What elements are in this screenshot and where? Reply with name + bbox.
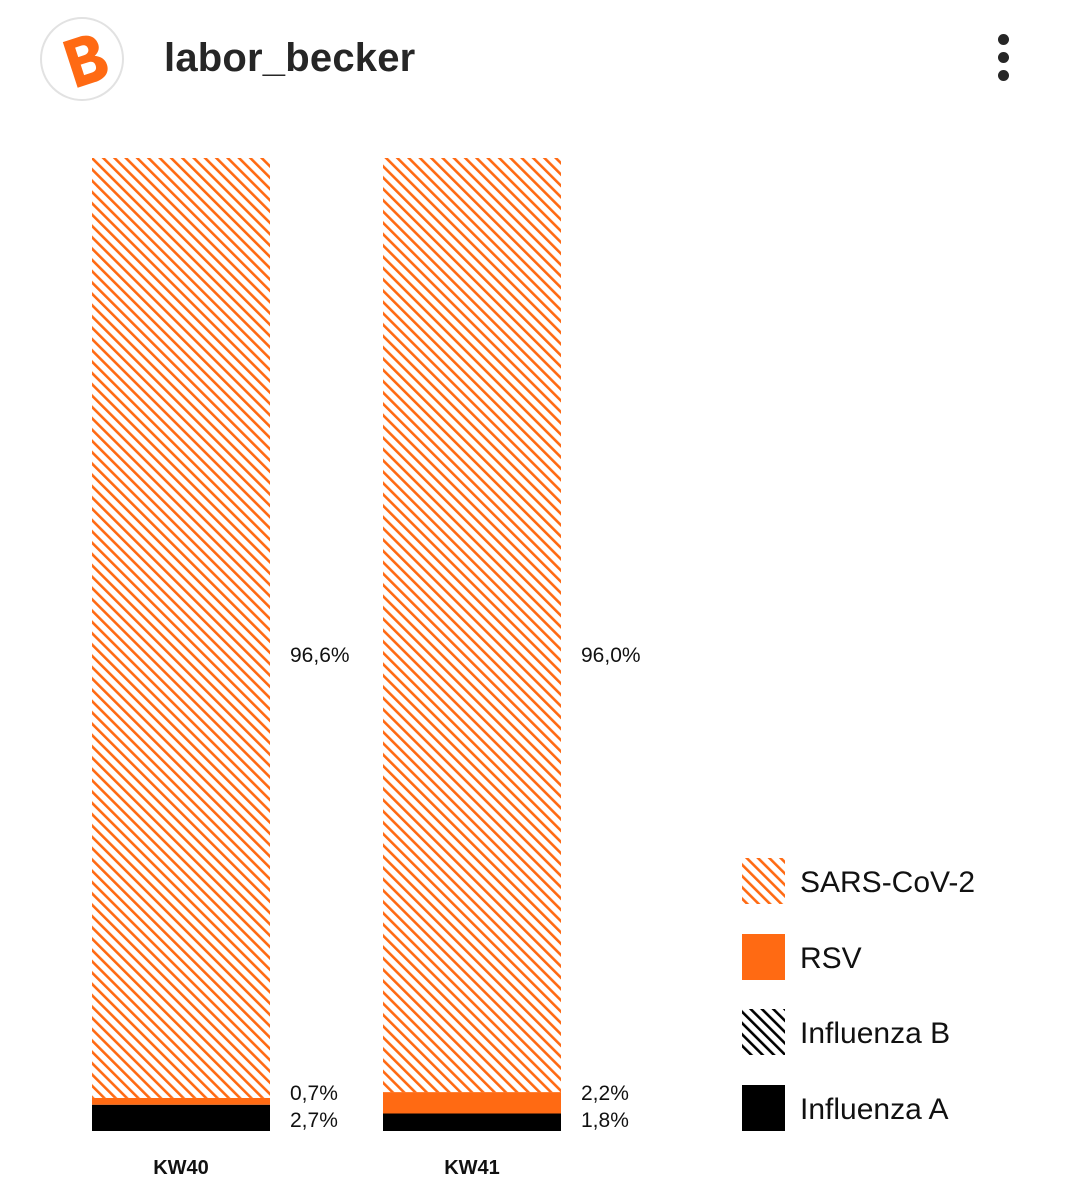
legend-label-influenza-a: Influenza A: [800, 1093, 948, 1126]
category-labels-group: KW40 KW41: [153, 1157, 500, 1179]
bar-rsv-kw41: [383, 1092, 561, 1114]
data-label-influenza-a-kw41: 1,8%: [581, 1109, 629, 1132]
legend-swatch-influenza-b: [742, 1009, 785, 1055]
more-options-button[interactable]: [984, 30, 1024, 86]
legend-label-rsv: RSV: [800, 942, 862, 975]
more-dot: [998, 52, 1009, 63]
legend-label-sars-cov-2: SARS-CoV-2: [800, 866, 975, 899]
legend-swatch-influenza-a: [742, 1085, 785, 1131]
legend: SARS-CoV-2 RSV Influenza B Influenza A: [742, 858, 975, 1131]
more-vertical-icon: [998, 34, 1009, 45]
data-label-sars-cov-2-kw41: 96,0%: [581, 644, 641, 667]
bar-rsv-kw40: [92, 1097, 270, 1105]
data-label-rsv-kw41: 2,2%: [581, 1082, 629, 1105]
bar-sars-cov-2-kw40: [92, 158, 270, 1098]
category-label-kw40: KW40: [153, 1157, 209, 1179]
data-label-sars-cov-2-kw40: 96,6%: [290, 644, 350, 667]
legend-label-influenza-b: Influenza B: [800, 1017, 950, 1050]
letter-b-logo-icon: [62, 35, 108, 88]
data-label-rsv-kw40: 0,7%: [290, 1082, 338, 1105]
legend-swatch-sars-cov-2: [742, 858, 785, 904]
bar-influenza-a-kw40: [92, 1104, 270, 1131]
legend-swatch-rsv: [742, 934, 785, 980]
post-header: labor_becker: [0, 0, 1068, 120]
bar-sars-cov-2-kw41: [383, 158, 561, 1093]
bar-influenza-a-kw41: [383, 1113, 561, 1131]
category-label-kw41: KW41: [444, 1157, 500, 1179]
more-dot: [998, 70, 1009, 81]
bars-group: [92, 158, 561, 1131]
avatar[interactable]: [40, 17, 124, 101]
data-labels-group: 2,7% 0,7% 96,6% 1,8% 2,2% 96,0%: [290, 644, 641, 1132]
username[interactable]: labor_becker: [164, 36, 416, 80]
data-label-influenza-a-kw40: 2,7%: [290, 1109, 338, 1132]
